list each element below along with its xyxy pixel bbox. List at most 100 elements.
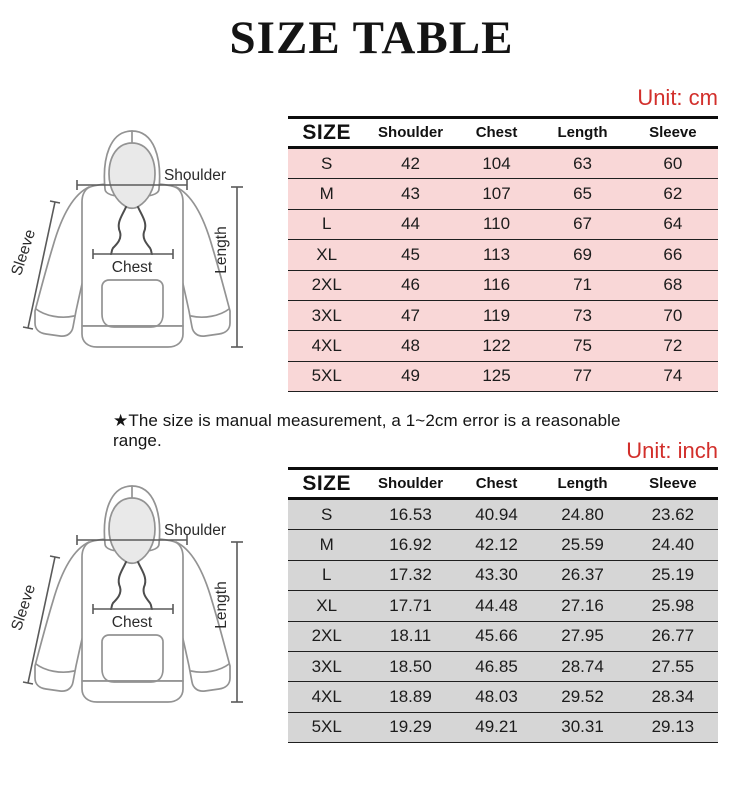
measurement-value: 125 [455,361,538,393]
measurement-value: 104 [455,147,538,180]
size-row: M 16.92 42.12 25.59 24.40 [288,529,718,561]
right-drawstring [137,206,153,255]
measurement-value: 62 [627,178,718,210]
length-label: Length [213,581,230,628]
size-column-header: SIZE [288,468,366,500]
measurement-value: 26.37 [537,560,628,592]
size-row: S 42 104 63 60 [288,147,718,180]
measurement-value: 44 [365,209,456,241]
measurement-value: 30.31 [537,712,628,744]
column-header: Sleeve [627,117,718,149]
hoodie-drawing [34,485,231,703]
pocket-shape [101,634,164,683]
measurement-value: 113 [455,239,538,271]
size-label: XL [288,590,366,622]
measurement-value: 17.71 [365,590,456,622]
sleeve-tick-top [49,555,61,559]
measurement-value: 116 [455,270,538,301]
measurement-value: 25.98 [627,590,718,622]
measurement-value: 46 [365,270,456,301]
measurement-value: 48.03 [455,681,538,713]
measurement-value: 43.30 [455,560,538,592]
measurement-note: ★The size is manual measurement, a 1~2cm… [113,411,621,450]
sleeve-tick-top [49,200,61,204]
measurement-value: 16.53 [365,498,456,531]
measurement-value: 75 [537,330,628,362]
size-row: 2XL 46 116 71 68 [288,270,718,301]
measurement-value: 18.11 [365,621,456,652]
left-drawstring [110,561,127,610]
sleeve-label: Sleeve [8,227,39,277]
unit-label-cm: Unit: cm [637,85,718,110]
size-label: L [288,209,366,241]
measurement-value: 65 [537,178,628,210]
size-column-header: SIZE [288,117,366,149]
size-label: 2XL [288,270,366,301]
measurement-value: 69 [537,239,628,271]
size-row: 4XL 48 122 75 72 [288,330,718,362]
measurement-value: 46.85 [455,651,538,683]
size-label: M [288,529,366,561]
hoodie-drawing [34,130,231,348]
measurement-value: 63 [537,147,628,180]
size-row: XL 17.71 44.48 27.16 25.98 [288,590,718,622]
size-label: S [288,147,366,180]
size-row: XL 45 113 69 66 [288,239,718,271]
size-row: 4XL 18.89 48.03 29.52 28.34 [288,681,718,713]
size-label: S [288,498,366,531]
chest-label: Chest [112,614,153,631]
measurement-value: 45.66 [455,621,538,652]
sleeve-label: Sleeve [8,582,39,632]
measurement-value: 68 [627,270,718,301]
size-label: 4XL [288,330,366,362]
measurement-value: 49.21 [455,712,538,744]
column-header: Length [537,468,628,500]
hem-band-shape [81,325,184,348]
measurement-value: 110 [455,209,538,241]
measurement-value: 66 [627,239,718,271]
shoulder-label: Shoulder [164,522,226,539]
size-label: 5XL [288,361,366,393]
measurement-value: 16.92 [365,529,456,561]
sleeve-tick-bottom [22,681,34,685]
measurement-value: 42 [365,147,456,180]
measurement-value: 27.16 [537,590,628,622]
measurement-value: 77 [537,361,628,393]
measurement-value: 27.95 [537,621,628,652]
measurement-value: 25.19 [627,560,718,592]
header-row: SIZE Shoulder Chest Length Sleeve [288,468,718,500]
size-row: 5XL 49 125 77 74 [288,361,718,393]
size-label: 4XL [288,681,366,713]
measurement-value: 107 [455,178,538,210]
length-label: Length [213,226,230,273]
column-header: Length [537,117,628,149]
measurement-value: 45 [365,239,456,271]
left-cuff-line [35,308,75,319]
left-drawstring [110,206,127,255]
measurement-value: 74 [627,361,718,393]
face-opening-shape [108,142,156,210]
measurement-value: 23.62 [627,498,718,531]
measurement-value: 119 [455,300,538,332]
size-label: XL [288,239,366,271]
unit-label-inch: Unit: inch [626,438,718,463]
measurement-value: 18.89 [365,681,456,713]
sleeve-measure-line [27,556,56,684]
right-drawstring [137,561,153,610]
size-row: 2XL 18.11 45.66 27.95 26.77 [288,621,718,652]
size-label: L [288,560,366,592]
right-cuff-line [190,308,230,319]
pocket-shape [101,279,164,328]
hem-band-shape [81,680,184,703]
sleeve-tick-bottom [22,326,34,330]
measurement-value: 18.50 [365,651,456,683]
size-label: 2XL [288,621,366,652]
measurement-value: 48 [365,330,456,362]
measurement-value: 24.80 [537,498,628,531]
measurement-value: 26.77 [627,621,718,652]
measurement-value: 28.74 [537,651,628,683]
measurement-value: 29.52 [537,681,628,713]
column-header: Chest [455,117,538,149]
right-cuff-line [190,663,230,674]
measurement-value: 25.59 [537,529,628,561]
